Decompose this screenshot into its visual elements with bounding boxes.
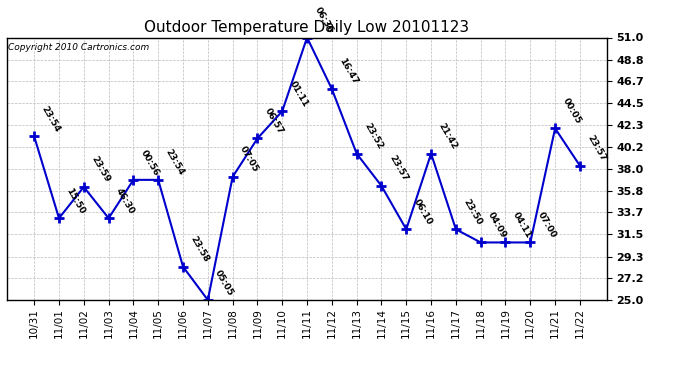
Text: 23:54: 23:54 <box>40 104 62 134</box>
Text: 07:00: 07:00 <box>536 211 558 240</box>
Text: 23:57: 23:57 <box>387 154 409 183</box>
Text: 05:05: 05:05 <box>213 268 235 297</box>
Text: 00:56: 00:56 <box>139 148 161 177</box>
Text: 46:30: 46:30 <box>114 186 136 216</box>
Text: 23:59: 23:59 <box>89 155 112 184</box>
Text: 23:54: 23:54 <box>164 148 186 177</box>
Text: 15:50: 15:50 <box>65 186 86 216</box>
Text: 00:05: 00:05 <box>561 97 582 126</box>
Text: 16:47: 16:47 <box>337 57 359 86</box>
Text: 06:36: 06:36 <box>313 6 335 35</box>
Text: 23:57: 23:57 <box>586 134 608 163</box>
Text: Copyright 2010 Cartronics.com: Copyright 2010 Cartronics.com <box>8 43 149 52</box>
Text: 06:57: 06:57 <box>263 106 285 136</box>
Text: 21:42: 21:42 <box>437 122 459 151</box>
Text: 23:58: 23:58 <box>188 235 210 264</box>
Text: 04:11: 04:11 <box>511 210 533 240</box>
Title: Outdoor Temperature Daily Low 20101123: Outdoor Temperature Daily Low 20101123 <box>144 20 470 35</box>
Text: 01:11: 01:11 <box>288 79 310 108</box>
Text: 04:09: 04:09 <box>486 210 509 240</box>
Text: 23:52: 23:52 <box>362 122 384 151</box>
Text: 07:05: 07:05 <box>238 145 260 174</box>
Text: 23:50: 23:50 <box>462 197 484 226</box>
Text: 06:10: 06:10 <box>412 198 434 226</box>
